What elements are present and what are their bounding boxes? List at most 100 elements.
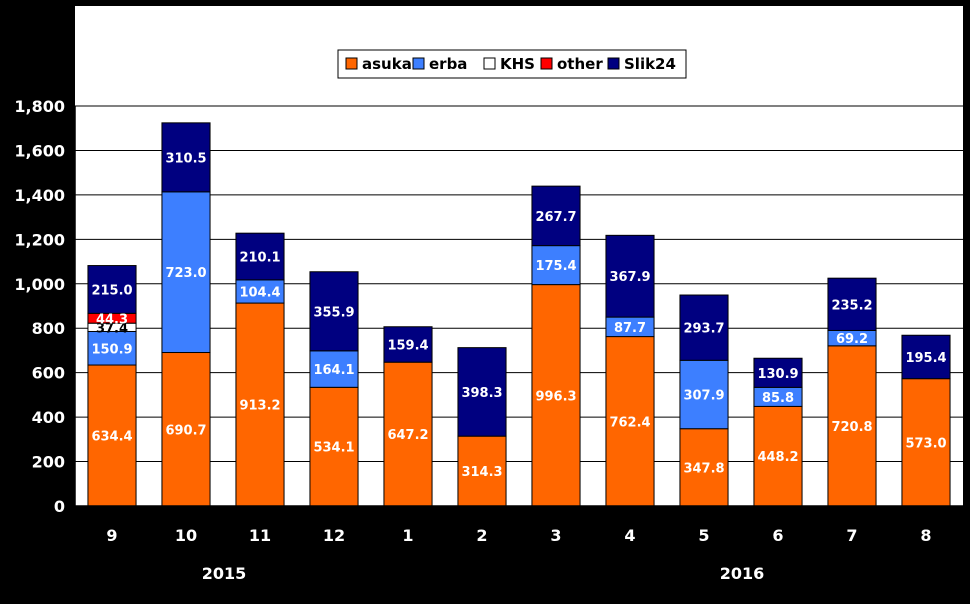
data-label: 215.0 bbox=[91, 283, 132, 298]
value-labels: 634.4 150.9 37.444.3 215.0 690.7 723.0 310.5 91… bbox=[91, 151, 946, 480]
data-label: 448.2 bbox=[757, 450, 798, 465]
x-tick-label: 10 bbox=[175, 526, 197, 545]
y-axis-ticks: 0 200 400 600 800 1,000 1,200 1,400 1,600 1,800 bbox=[14, 97, 75, 516]
year-label: 2015 bbox=[202, 564, 247, 583]
legend-swatch bbox=[540, 57, 553, 70]
legend: asuka erba KHS other Slik24 bbox=[337, 49, 687, 79]
data-label: 85.8 bbox=[762, 391, 794, 406]
data-label: 720.8 bbox=[831, 420, 872, 435]
bar-segment-slik24 bbox=[87, 265, 137, 314]
x-tick-label: 1 bbox=[402, 526, 413, 545]
x-tick-label: 11 bbox=[249, 526, 271, 545]
data-label: 310.5 bbox=[165, 151, 206, 166]
x-tick-label: 3 bbox=[550, 526, 561, 545]
data-label: 235.2 bbox=[831, 298, 872, 313]
x-tick-label: 6 bbox=[772, 526, 783, 545]
legend-label: other bbox=[557, 55, 603, 73]
bar-segment-asuka bbox=[87, 364, 137, 507]
data-label: 37.4 bbox=[96, 321, 128, 336]
bar-segment-asuka bbox=[827, 345, 877, 507]
data-label: 69.2 bbox=[836, 332, 868, 347]
x-tick-label: 9 bbox=[106, 526, 117, 545]
data-label: 762.4 bbox=[609, 415, 650, 430]
data-label: 210.1 bbox=[239, 251, 280, 266]
bar-segment-slik24 bbox=[161, 122, 211, 193]
gridlines bbox=[75, 105, 963, 463]
x-tick-label: 5 bbox=[698, 526, 709, 545]
legend-box bbox=[337, 49, 687, 79]
data-label: 398.3 bbox=[461, 386, 502, 401]
data-label: 307.9 bbox=[683, 389, 724, 404]
bar-segment-slik24 bbox=[827, 277, 877, 331]
plot-area bbox=[75, 6, 963, 506]
data-label: 314.3 bbox=[461, 465, 502, 480]
data-label: 44.3 bbox=[96, 312, 128, 327]
bar-layer bbox=[87, 122, 951, 507]
bar-segment-slik24 bbox=[457, 347, 507, 437]
x-tick-label: 7 bbox=[846, 526, 857, 545]
y-tick-label: 1,800 bbox=[14, 97, 65, 116]
x-tick-label: 2 bbox=[476, 526, 487, 545]
year-label: 2016 bbox=[720, 564, 765, 583]
data-label: 150.9 bbox=[91, 342, 132, 357]
legend-swatch bbox=[412, 57, 425, 70]
legend-label: KHS bbox=[500, 55, 535, 73]
bar-segment-asuka bbox=[235, 302, 285, 507]
data-label: 175.4 bbox=[535, 259, 576, 274]
data-label: 647.2 bbox=[387, 428, 428, 443]
data-label: 996.3 bbox=[535, 389, 576, 404]
bar-segment-slik24 bbox=[235, 232, 285, 281]
y-tick-label: 0 bbox=[54, 497, 65, 516]
y-tick-label: 1,600 bbox=[14, 141, 65, 160]
legend-swatch bbox=[607, 57, 620, 70]
bar-segment-erba bbox=[309, 350, 359, 388]
bar-segment-asuka bbox=[753, 405, 803, 507]
bar-segment-erba bbox=[531, 245, 581, 286]
bar-segment-slik24 bbox=[531, 185, 581, 247]
data-label: 355.9 bbox=[313, 305, 354, 320]
y-tick-label: 400 bbox=[32, 408, 65, 427]
bar-segment-erba bbox=[679, 359, 729, 430]
data-label: 104.4 bbox=[239, 285, 280, 300]
x-tick-label: 12 bbox=[323, 526, 345, 545]
y-tick-label: 1,200 bbox=[14, 230, 65, 249]
data-label: 534.1 bbox=[313, 441, 354, 456]
bar-segment-asuka bbox=[457, 435, 507, 507]
x-axis-ticks: 9 10 11 12 1 2 3 4 5 6 7 8 bbox=[106, 506, 964, 545]
data-label: 723.0 bbox=[165, 266, 206, 281]
legend-label: asuka bbox=[362, 55, 412, 73]
data-label: 159.4 bbox=[387, 338, 428, 353]
bar-segment-slik24 bbox=[901, 334, 951, 380]
data-label: 367.9 bbox=[609, 270, 650, 285]
bar-segment-asuka bbox=[161, 352, 211, 507]
legend-label: Slik24 bbox=[624, 55, 676, 73]
data-label: 347.8 bbox=[683, 461, 724, 476]
data-label: 87.7 bbox=[614, 321, 646, 336]
y-tick-label: 1,000 bbox=[14, 275, 65, 294]
bar-segment-slik24 bbox=[753, 357, 803, 388]
bar-segment-slik24 bbox=[605, 234, 655, 318]
y-tick-label: 1,400 bbox=[14, 186, 65, 205]
legend-swatch bbox=[345, 57, 358, 70]
data-label: 634.4 bbox=[91, 430, 132, 445]
x-tick-label: 4 bbox=[624, 526, 635, 545]
legend-label: erba bbox=[429, 55, 467, 73]
data-label: 913.2 bbox=[239, 399, 280, 414]
data-label: 164.1 bbox=[313, 363, 354, 378]
data-label: 267.7 bbox=[535, 210, 576, 225]
data-label: 195.4 bbox=[905, 351, 946, 366]
data-label: 690.7 bbox=[165, 423, 206, 438]
data-label: 573.0 bbox=[905, 436, 946, 451]
data-label: 130.9 bbox=[757, 367, 798, 382]
bar-segment-asuka bbox=[679, 428, 729, 507]
legend-swatch bbox=[483, 57, 496, 70]
bar-segment-asuka bbox=[605, 336, 655, 507]
y-tick-label: 800 bbox=[32, 319, 65, 338]
y-tick-label: 600 bbox=[32, 364, 65, 383]
data-label: 293.7 bbox=[683, 322, 724, 337]
bar-segment-asuka bbox=[309, 386, 359, 507]
bar-segment-slik24 bbox=[679, 294, 729, 361]
bar-segment-slik24 bbox=[309, 271, 359, 352]
y-tick-label: 200 bbox=[32, 453, 65, 472]
